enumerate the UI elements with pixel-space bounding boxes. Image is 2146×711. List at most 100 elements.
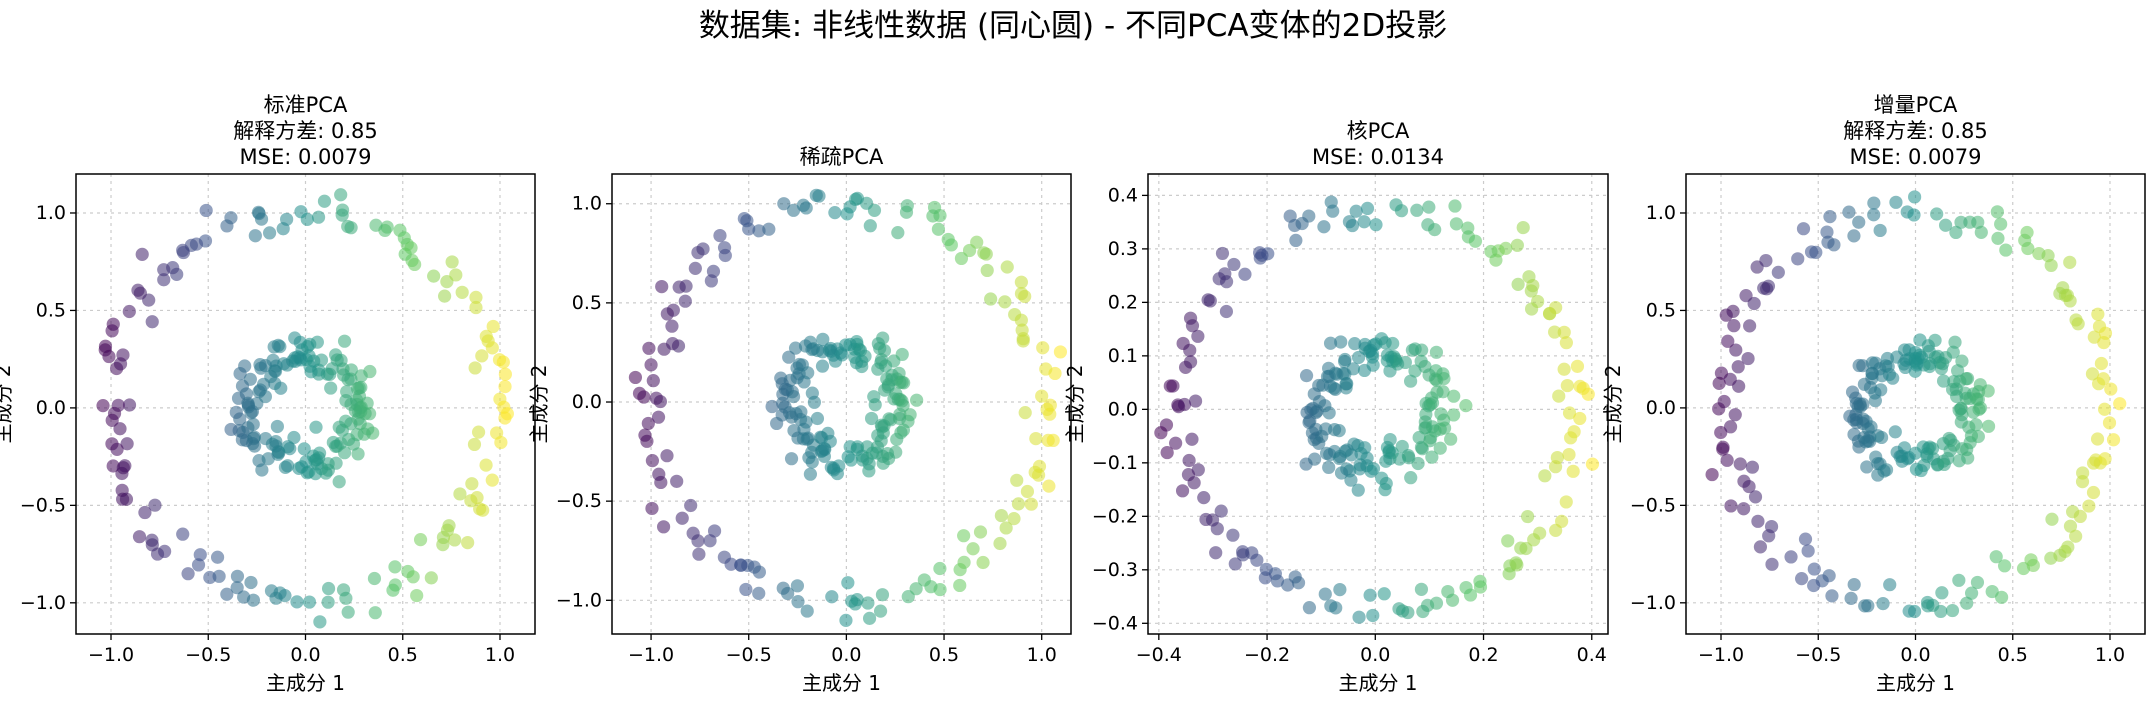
- scatter-point: [739, 582, 753, 597]
- scatter-point: [1337, 354, 1352, 369]
- scatter-point: [1784, 550, 1798, 564]
- scatter-point: [261, 452, 275, 466]
- scatter-point: [348, 404, 362, 418]
- scatter-point: [1378, 483, 1392, 497]
- scatter-point: [119, 492, 134, 506]
- scatter-point: [1408, 364, 1422, 378]
- scatter-point: [875, 588, 890, 602]
- scatter-point: [2076, 466, 2090, 480]
- scatter-point: [1344, 473, 1358, 487]
- scatter-point: [1209, 546, 1223, 560]
- axes-frame: [1685, 173, 2146, 635]
- scatter-point: [1731, 360, 1745, 374]
- scatter-point: [642, 341, 656, 355]
- scatter-point: [654, 475, 668, 490]
- scatter-point: [1867, 208, 1881, 222]
- scatter-point: [2044, 258, 2058, 273]
- scatter-point: [1733, 457, 1747, 471]
- scatter-point: [1861, 599, 1875, 613]
- scatter-point: [839, 613, 853, 627]
- scatter-point: [1182, 453, 1196, 468]
- scatter-point: [840, 207, 854, 221]
- scatter-point: [413, 533, 428, 547]
- scatter-point: [1326, 204, 1340, 218]
- scatter-point: [1847, 229, 1861, 243]
- scatter-point: [1414, 582, 1429, 596]
- scatter-point: [926, 209, 940, 223]
- scatter-point: [471, 425, 486, 439]
- scatter-point: [644, 358, 658, 372]
- scatter-point: [235, 379, 250, 393]
- scatter-point: [1366, 608, 1380, 623]
- scatter-point: [1844, 591, 1858, 605]
- scatter-point: [351, 447, 365, 461]
- scatter-point: [1020, 484, 1035, 499]
- y-tick-label: 0.5: [36, 299, 66, 321]
- scatter-point: [1952, 403, 1966, 417]
- scatter-point: [1166, 379, 1180, 393]
- x-tick-label: −1.0: [88, 644, 134, 666]
- scatter-point: [843, 337, 857, 352]
- scatter-point: [1739, 289, 1753, 303]
- scatter-point: [1945, 603, 1960, 618]
- scatter-point: [337, 334, 352, 348]
- scatter-point: [1952, 454, 1966, 468]
- scatter-point: [874, 418, 888, 432]
- scatter-point: [2091, 307, 2105, 321]
- scatter-point: [2026, 558, 2040, 573]
- scatter-point: [1712, 376, 1726, 390]
- scatter-point: [1405, 343, 1420, 357]
- scatter-point: [1914, 463, 1928, 478]
- subplot-title-line: 核PCA: [1347, 119, 1410, 143]
- scatter-point: [787, 423, 801, 438]
- x-tick-label: 1.0: [2095, 644, 2125, 666]
- scatter-point: [765, 399, 779, 414]
- scatter-point: [1320, 369, 1335, 384]
- scatter-point: [96, 399, 110, 413]
- scatter-point: [1154, 426, 1168, 440]
- scatter-points: [1705, 190, 2127, 619]
- scatter-point: [406, 570, 420, 584]
- scatter-point: [2102, 416, 2117, 430]
- scatter-point: [1524, 284, 1538, 298]
- scatter-point: [1757, 281, 1771, 295]
- scatter-point: [1822, 569, 1836, 583]
- scatter-point: [1880, 351, 1895, 366]
- scatter-point: [2097, 335, 2111, 350]
- x-tick-label: 1.0: [485, 644, 515, 666]
- scatter-point: [1418, 359, 1432, 374]
- scatter-point: [1053, 345, 1068, 359]
- scatter-point: [1007, 512, 1021, 526]
- scatter-point: [1923, 357, 1937, 371]
- scatter-point: [1973, 378, 1987, 392]
- scatter-point: [1177, 397, 1192, 412]
- scatter-point: [1509, 556, 1523, 570]
- scatter-point: [637, 390, 651, 404]
- scatter-point: [2045, 512, 2059, 526]
- scatter-point: [1936, 374, 1951, 388]
- scatter-point: [445, 255, 459, 269]
- scatter-point: [330, 353, 344, 367]
- scatter-point: [752, 224, 766, 238]
- scatter-point: [1714, 425, 1728, 440]
- scatter-point: [2066, 505, 2080, 519]
- scatter-point: [1014, 275, 1028, 289]
- scatter-point: [1549, 300, 1563, 315]
- scatter-point: [1499, 241, 1513, 255]
- scatter-point: [785, 410, 799, 424]
- scatter-point: [303, 359, 317, 373]
- y-tick-label: 0.3: [1108, 238, 1138, 260]
- x-axis-label: 主成分 1: [266, 671, 345, 695]
- x-tick-label: −0.5: [185, 644, 231, 666]
- scatter-point: [1874, 430, 1889, 445]
- scatter-point: [821, 426, 835, 440]
- scatter-point: [393, 223, 407, 237]
- scatter-point: [999, 521, 1013, 535]
- scatter-point: [224, 211, 238, 225]
- scatter-point: [1576, 381, 1590, 395]
- scatter-point: [850, 593, 864, 607]
- scatter-point: [2104, 382, 2118, 396]
- scatter-point: [1270, 574, 1285, 588]
- scatter-point: [2086, 456, 2101, 470]
